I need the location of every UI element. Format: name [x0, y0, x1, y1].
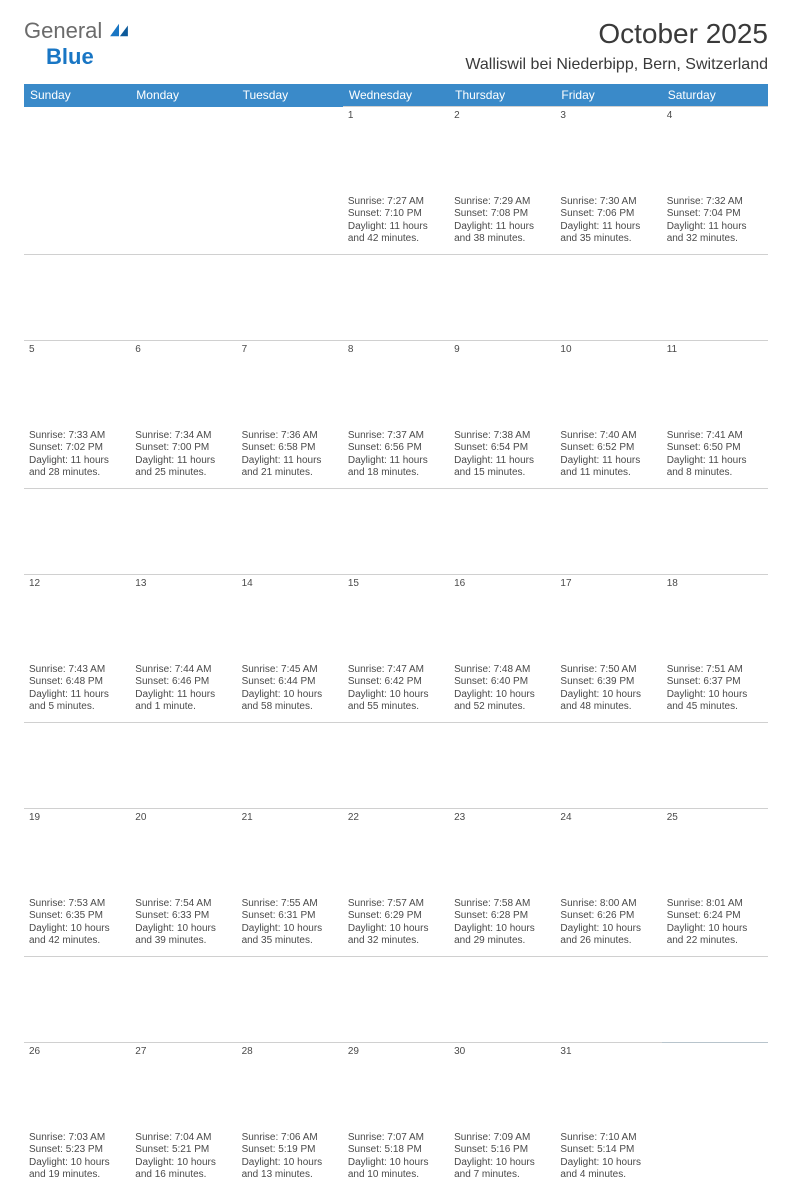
day-number: 28 [237, 1043, 343, 1129]
day-cell: Sunrise: 7:55 AM Sunset: 6:31 PM Dayligh… [237, 895, 343, 957]
day-cell: Sunrise: 7:43 AM Sunset: 6:48 PM Dayligh… [24, 661, 130, 723]
logo-text-general: General [24, 18, 102, 43]
week-separator [24, 255, 768, 341]
day-cell: Sunrise: 7:34 AM Sunset: 7:00 PM Dayligh… [130, 427, 236, 489]
day-number: 8 [343, 341, 449, 427]
day-cell: Sunrise: 7:10 AM Sunset: 5:14 PM Dayligh… [555, 1129, 661, 1191]
day-number: 21 [237, 809, 343, 895]
title-block: October 2025 Walliswil bei Niederbipp, B… [465, 18, 768, 80]
day-header: Friday [555, 84, 661, 107]
day-number: 17 [555, 575, 661, 661]
page-title: October 2025 [465, 18, 768, 50]
day-number: 1 [343, 107, 449, 193]
day-number: 15 [343, 575, 449, 661]
day-cell [237, 193, 343, 255]
day-number: 14 [237, 575, 343, 661]
day-cell: Sunrise: 7:51 AM Sunset: 6:37 PM Dayligh… [662, 661, 768, 723]
day-header: Tuesday [237, 84, 343, 107]
day-cell: Sunrise: 8:00 AM Sunset: 6:26 PM Dayligh… [555, 895, 661, 957]
day-number: 7 [237, 341, 343, 427]
day-cell: Sunrise: 7:54 AM Sunset: 6:33 PM Dayligh… [130, 895, 236, 957]
day-cell: Sunrise: 7:53 AM Sunset: 6:35 PM Dayligh… [24, 895, 130, 957]
day-header: Sunday [24, 84, 130, 107]
calendar-head: SundayMondayTuesdayWednesdayThursdayFrid… [24, 84, 768, 107]
day-number: 5 [24, 341, 130, 427]
day-number [24, 107, 130, 193]
header: General Blue October 2025 Walliswil bei … [24, 18, 768, 80]
day-cell [662, 1129, 768, 1191]
day-number: 29 [343, 1043, 449, 1129]
day-cell: Sunrise: 7:40 AM Sunset: 6:52 PM Dayligh… [555, 427, 661, 489]
day-cell: Sunrise: 7:04 AM Sunset: 5:21 PM Dayligh… [130, 1129, 236, 1191]
day-number: 11 [662, 341, 768, 427]
day-number: 23 [449, 809, 555, 895]
day-number: 27 [130, 1043, 236, 1129]
week-separator [24, 723, 768, 809]
day-cell: Sunrise: 7:30 AM Sunset: 7:06 PM Dayligh… [555, 193, 661, 255]
day-number: 22 [343, 809, 449, 895]
day-cell: Sunrise: 7:09 AM Sunset: 5:16 PM Dayligh… [449, 1129, 555, 1191]
day-number: 2 [449, 107, 555, 193]
week-separator [24, 957, 768, 1043]
day-cell: Sunrise: 7:48 AM Sunset: 6:40 PM Dayligh… [449, 661, 555, 723]
day-header: Monday [130, 84, 236, 107]
day-cell: Sunrise: 8:01 AM Sunset: 6:24 PM Dayligh… [662, 895, 768, 957]
day-cell: Sunrise: 7:38 AM Sunset: 6:54 PM Dayligh… [449, 427, 555, 489]
day-cell: Sunrise: 7:32 AM Sunset: 7:04 PM Dayligh… [662, 193, 768, 255]
day-cell: Sunrise: 7:33 AM Sunset: 7:02 PM Dayligh… [24, 427, 130, 489]
day-cell: Sunrise: 7:50 AM Sunset: 6:39 PM Dayligh… [555, 661, 661, 723]
logo-text-blue: Blue [46, 44, 94, 69]
day-cell: Sunrise: 7:44 AM Sunset: 6:46 PM Dayligh… [130, 661, 236, 723]
day-number: 19 [24, 809, 130, 895]
day-number: 6 [130, 341, 236, 427]
day-number: 30 [449, 1043, 555, 1129]
location-subtitle: Walliswil bei Niederbipp, Bern, Switzerl… [465, 56, 768, 74]
day-cell: Sunrise: 7:41 AM Sunset: 6:50 PM Dayligh… [662, 427, 768, 489]
day-number: 31 [555, 1043, 661, 1129]
day-cell: Sunrise: 7:27 AM Sunset: 7:10 PM Dayligh… [343, 193, 449, 255]
day-cell: Sunrise: 7:29 AM Sunset: 7:08 PM Dayligh… [449, 193, 555, 255]
calendar-body: 1234Sunrise: 7:27 AM Sunset: 7:10 PM Day… [24, 107, 768, 1191]
day-number: 18 [662, 575, 768, 661]
day-number: 9 [449, 341, 555, 427]
day-number: 20 [130, 809, 236, 895]
day-number [130, 107, 236, 193]
day-cell: Sunrise: 7:03 AM Sunset: 5:23 PM Dayligh… [24, 1129, 130, 1191]
day-number: 13 [130, 575, 236, 661]
day-cell: Sunrise: 7:47 AM Sunset: 6:42 PM Dayligh… [343, 661, 449, 723]
day-cell: Sunrise: 7:57 AM Sunset: 6:29 PM Dayligh… [343, 895, 449, 957]
day-header: Saturday [662, 84, 768, 107]
day-number: 10 [555, 341, 661, 427]
day-cell: Sunrise: 7:37 AM Sunset: 6:56 PM Dayligh… [343, 427, 449, 489]
calendar-table: SundayMondayTuesdayWednesdayThursdayFrid… [24, 84, 768, 1191]
day-number: 25 [662, 809, 768, 895]
day-number: 12 [24, 575, 130, 661]
logo: General Blue [24, 18, 130, 70]
day-cell: Sunrise: 7:36 AM Sunset: 6:58 PM Dayligh… [237, 427, 343, 489]
day-cell [130, 193, 236, 255]
day-cell: Sunrise: 7:06 AM Sunset: 5:19 PM Dayligh… [237, 1129, 343, 1191]
day-number: 26 [24, 1043, 130, 1129]
day-number: 3 [555, 107, 661, 193]
day-header: Thursday [449, 84, 555, 107]
logo-sail-icon [108, 22, 130, 38]
day-cell: Sunrise: 7:45 AM Sunset: 6:44 PM Dayligh… [237, 661, 343, 723]
day-cell [24, 193, 130, 255]
day-number [237, 107, 343, 193]
day-header: Wednesday [343, 84, 449, 107]
day-number: 24 [555, 809, 661, 895]
day-number: 16 [449, 575, 555, 661]
day-cell: Sunrise: 7:58 AM Sunset: 6:28 PM Dayligh… [449, 895, 555, 957]
day-number: 4 [662, 107, 768, 193]
day-cell: Sunrise: 7:07 AM Sunset: 5:18 PM Dayligh… [343, 1129, 449, 1191]
week-separator [24, 489, 768, 575]
day-number [662, 1043, 768, 1129]
